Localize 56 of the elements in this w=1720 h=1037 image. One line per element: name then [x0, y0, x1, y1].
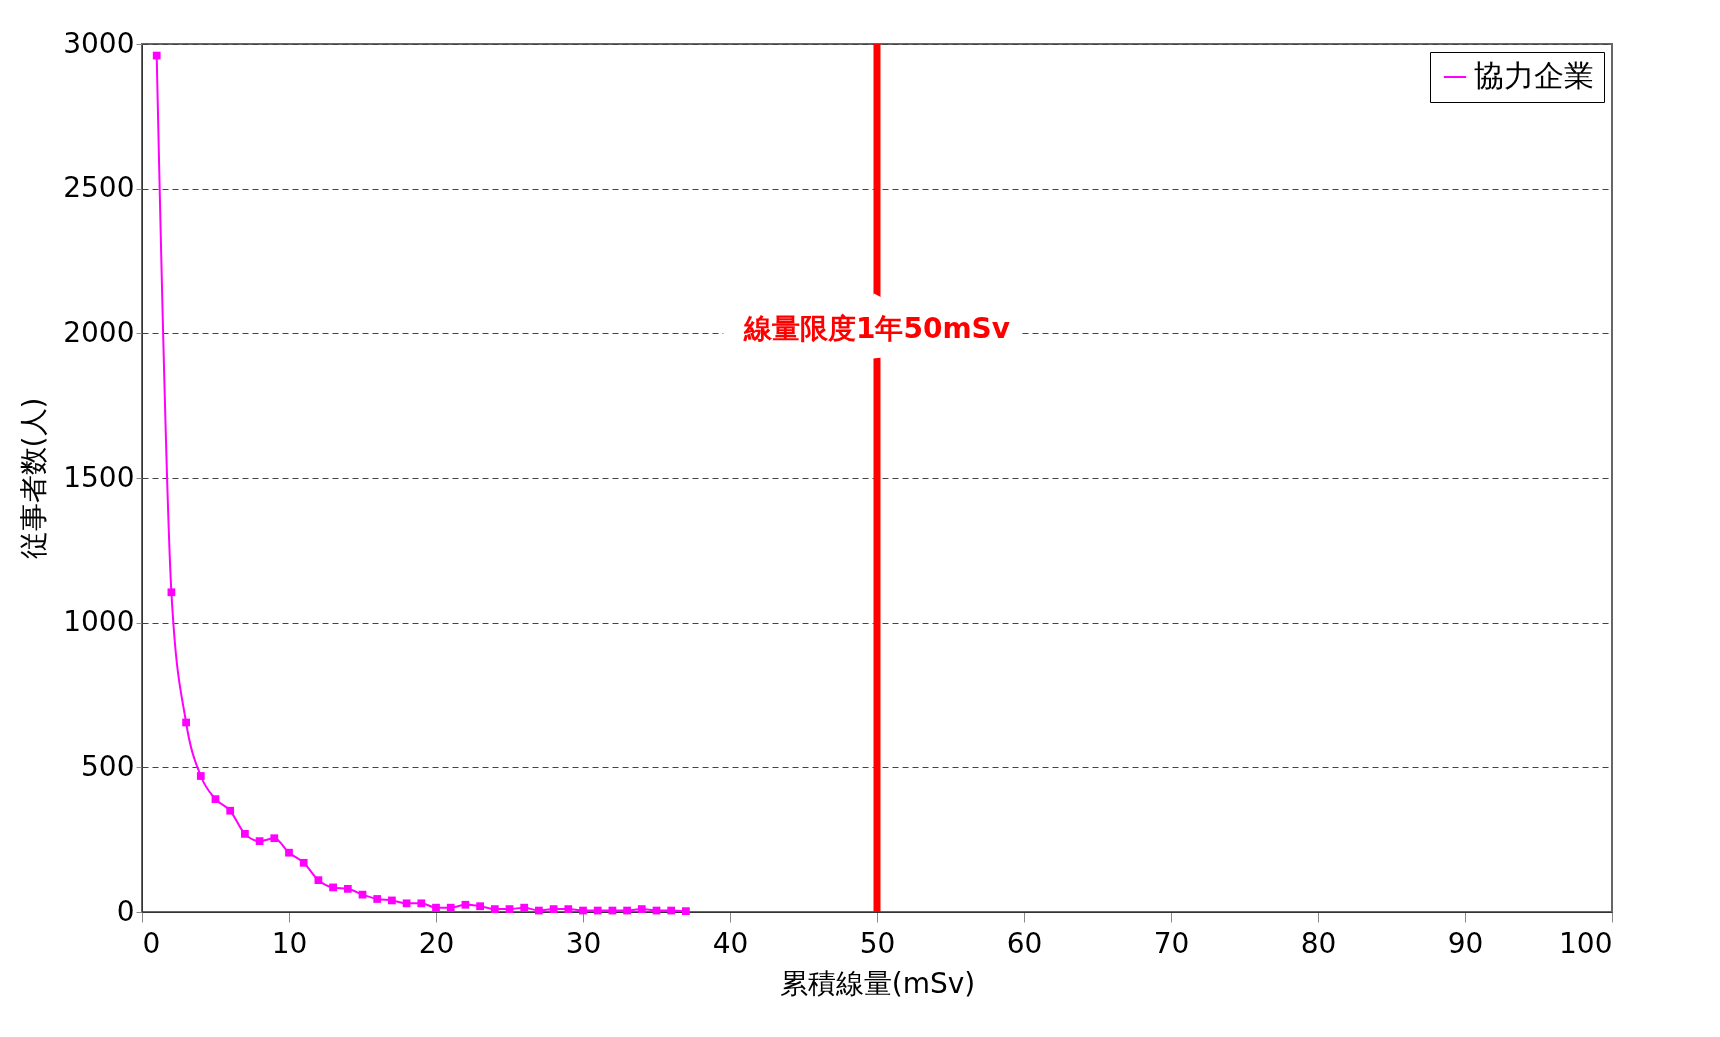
point	[637, 905, 646, 913]
point	[299, 858, 308, 867]
point	[446, 903, 455, 912]
point	[461, 900, 470, 909]
x-tick-label: 80	[1300, 926, 1337, 960]
point	[579, 906, 587, 915]
point	[535, 906, 543, 915]
y-axis-title: 従事者数(人)	[17, 397, 51, 560]
y-tick-label: 1000	[63, 605, 135, 639]
y-tick-label: 2000	[63, 315, 135, 349]
point	[182, 718, 190, 727]
point	[358, 890, 367, 899]
point	[505, 905, 514, 913]
point	[329, 883, 337, 892]
point	[520, 903, 529, 912]
point	[285, 848, 293, 857]
point	[476, 902, 484, 911]
x-tick-label: 100	[1559, 926, 1613, 960]
point	[490, 905, 499, 913]
point	[388, 896, 396, 905]
x-axis-title: 累積線量(mSv)	[779, 966, 976, 1000]
point	[373, 895, 382, 903]
point	[314, 876, 323, 885]
point	[564, 905, 573, 913]
point	[211, 795, 220, 804]
point	[593, 906, 602, 915]
point	[241, 830, 249, 838]
point	[255, 837, 264, 845]
y-tick-label: 500	[81, 749, 135, 783]
point	[623, 906, 631, 915]
x-tick-label: 0	[142, 926, 161, 960]
point	[167, 588, 176, 597]
x-tick-label: 30	[565, 926, 602, 960]
x-tick-label: 60	[1006, 926, 1043, 960]
x-tick-label: 20	[418, 926, 455, 960]
point	[667, 906, 676, 915]
y-tick-label: 1500	[63, 460, 135, 494]
point	[152, 51, 161, 60]
point	[343, 884, 352, 893]
point	[549, 905, 558, 913]
point	[417, 899, 426, 908]
legend-label: 協力企業	[1474, 58, 1594, 93]
x-tick-label: 70	[1153, 926, 1190, 960]
point	[226, 806, 235, 815]
point	[432, 903, 440, 912]
x-tick-label: 40	[712, 926, 749, 960]
y-tick-label: 0	[116, 894, 135, 928]
x-tick-label: 10	[271, 926, 308, 960]
point	[682, 907, 690, 916]
x-tick-label: 90	[1447, 926, 1484, 960]
point	[402, 899, 411, 908]
x-tick-label: 50	[859, 926, 896, 960]
y-tick-label: 2500	[63, 171, 135, 205]
point	[196, 772, 205, 780]
y-tick-label: 3000	[63, 26, 135, 60]
point	[270, 834, 279, 843]
